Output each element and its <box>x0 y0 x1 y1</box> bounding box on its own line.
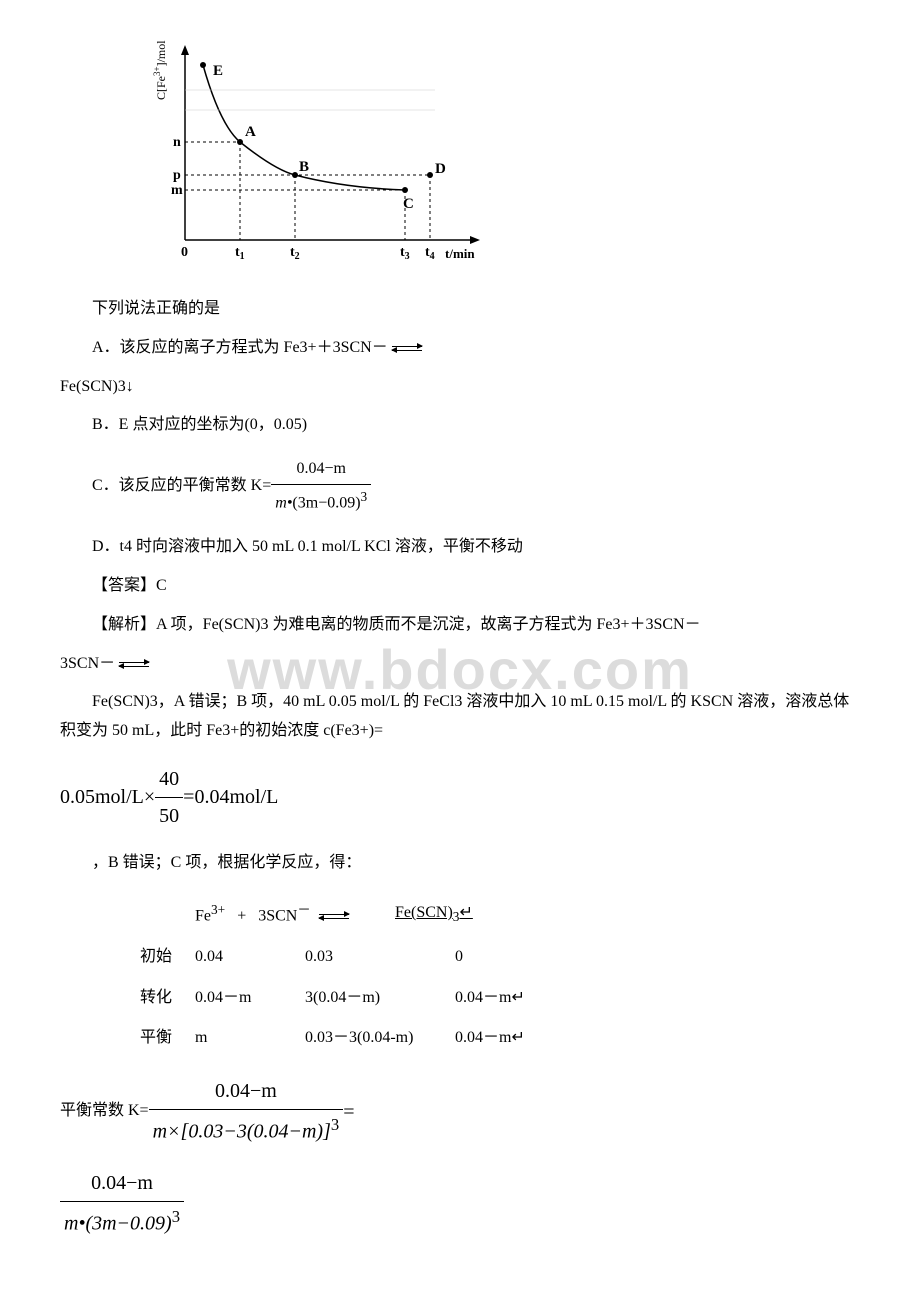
concentration-calc: 0.05mol/L× 40 50 =0.04mol/L <box>60 761 860 834</box>
ice-chg-c2: 0.04－m <box>195 984 305 1013</box>
final-eq: = <box>343 1094 354 1130</box>
option-a-text: A．该反应的离子方程式为 Fe3+＋3SCN－ <box>92 339 388 356</box>
ice-row-equil: 平衡 m 0.03－3(0.04-m) 0.04－m↵ <box>140 1024 860 1053</box>
ice-reactants: Fe3+ + 3SCN－ <box>195 898 395 931</box>
ice-init-c2: 0.04 <box>195 943 305 972</box>
svg-text:0: 0 <box>181 245 188 260</box>
final-den1: m×[0.03−3(0.04−m)] <box>153 1121 331 1143</box>
ice-chg-c3: 3(0.04－m) <box>305 984 455 1013</box>
option-d: D．t4 时向溶液中加入 50 mL 0.1 mol/L KCl 溶液，平衡不移… <box>60 533 860 562</box>
final-k-label: 平衡常数 K= <box>60 1097 149 1126</box>
ice-table: Fe3+ + 3SCN－ Fe(SCN)3↵ 初始 0.04 0.03 0 转化… <box>140 898 860 1054</box>
svg-text:t4: t4 <box>425 245 435 262</box>
option-c-label: C．该反应的平衡常数 K= <box>60 472 271 501</box>
explanation-c-intro: ，B 错误；C 项，根据化学反应，得： <box>60 849 860 878</box>
expl-a-text: 【解析】A 项，Fe(SCN)3 为难电离的物质而不是沉淀，故离子方程式为 Fe… <box>92 616 701 633</box>
ice-header-row: Fe3+ + 3SCN－ Fe(SCN)3↵ <box>140 898 860 931</box>
explanation-a-line2: 3SCN－ <box>60 650 860 679</box>
svg-text:t/min: t/min <box>445 246 475 261</box>
option-a-line2: Fe(SCN)3↓ <box>60 373 860 402</box>
conc-right: =0.04mol/L <box>183 779 278 815</box>
option-c-fraction: 0.04−m m•(3m−0.09)3 <box>271 455 371 518</box>
svg-text:m: m <box>171 183 183 198</box>
svg-text:t2: t2 <box>290 245 300 262</box>
ice-row-change: 转化 0.04－m 3(0.04－m) 0.04－m↵ <box>140 984 860 1013</box>
svg-text:D: D <box>435 161 446 177</box>
ice-product: Fe(SCN)3↵ <box>395 899 515 929</box>
svg-text:t1: t1 <box>235 245 245 262</box>
concentration-chart: C[Fe3+]/mol.L-1 n p m 0 <box>135 40 860 275</box>
ice-init-c3: 0.03 <box>305 943 455 972</box>
svg-text:B: B <box>299 159 309 175</box>
ice-init-c4: 0 <box>455 943 575 972</box>
ice-eq-c2: m <box>195 1024 305 1053</box>
option-a: A．该反应的离子方程式为 Fe3+＋3SCN－ <box>60 334 860 363</box>
svg-text:C[Fe3+]/mol.L-1: C[Fe3+]/mol.L-1 <box>152 40 168 100</box>
svg-text:p: p <box>173 168 181 183</box>
explanation-b: Fe(SCN)3，A 错误；B 项，40 mL 0.05 mol/L 的 FeC… <box>60 688 860 746</box>
conc-den: 50 <box>155 798 183 834</box>
answer-label: 【答案】C <box>60 572 860 601</box>
expl-b-text: Fe(SCN)3，A 错误；B 项，40 mL 0.05 mol/L 的 FeC… <box>60 693 849 739</box>
ice-eq-c3: 0.03－3(0.04-m) <box>305 1024 455 1053</box>
frac-den-r: (3m−0.09) <box>292 494 360 511</box>
ice-label-eq: 平衡 <box>140 1024 195 1053</box>
explanation-a: 【解析】A 项，Fe(SCN)3 为难电离的物质而不是沉淀，故离子方程式为 Fe… <box>60 611 860 640</box>
final-num2: 0.04−m <box>60 1165 184 1202</box>
option-b: B．E 点对应的坐标为(0，0.05) <box>60 411 860 440</box>
final-den1-exp: 3 <box>331 1115 339 1134</box>
svg-text:C: C <box>403 196 414 212</box>
question-intro: 下列说法正确的是 <box>60 295 860 324</box>
svg-text:n: n <box>173 135 181 150</box>
final-num1: 0.04−m <box>149 1073 344 1110</box>
frac-num: 0.04−m <box>297 460 346 477</box>
frac-exp: 3 <box>361 489 368 504</box>
final-den2-exp: 3 <box>172 1207 180 1226</box>
conc-num: 40 <box>155 761 183 798</box>
svg-text:t3: t3 <box>400 245 410 262</box>
final-k-expression-1: 平衡常数 K= 0.04−m m×[0.03−3(0.04−m)]3 = <box>60 1073 860 1150</box>
final-den2: m•(3m−0.09) <box>64 1213 172 1235</box>
conc-left: 0.05mol/L× <box>60 779 155 815</box>
ice-label-chg: 转化 <box>140 984 195 1013</box>
ice-chg-c4: 0.04－m↵ <box>455 984 575 1013</box>
svg-text:A: A <box>245 124 256 140</box>
frac-den-l: m• <box>275 494 292 511</box>
ice-label-init: 初始 <box>140 943 195 972</box>
ice-eq-c4: 0.04－m↵ <box>455 1024 575 1053</box>
ice-row-initial: 初始 0.04 0.03 0 <box>140 943 860 972</box>
option-c: C．该反应的平衡常数 K= 0.04−m m•(3m−0.09)3 <box>60 455 860 518</box>
svg-text:E: E <box>213 63 223 79</box>
final-k-expression-2: 0.04−m m•(3m−0.09)3 <box>60 1165 860 1242</box>
